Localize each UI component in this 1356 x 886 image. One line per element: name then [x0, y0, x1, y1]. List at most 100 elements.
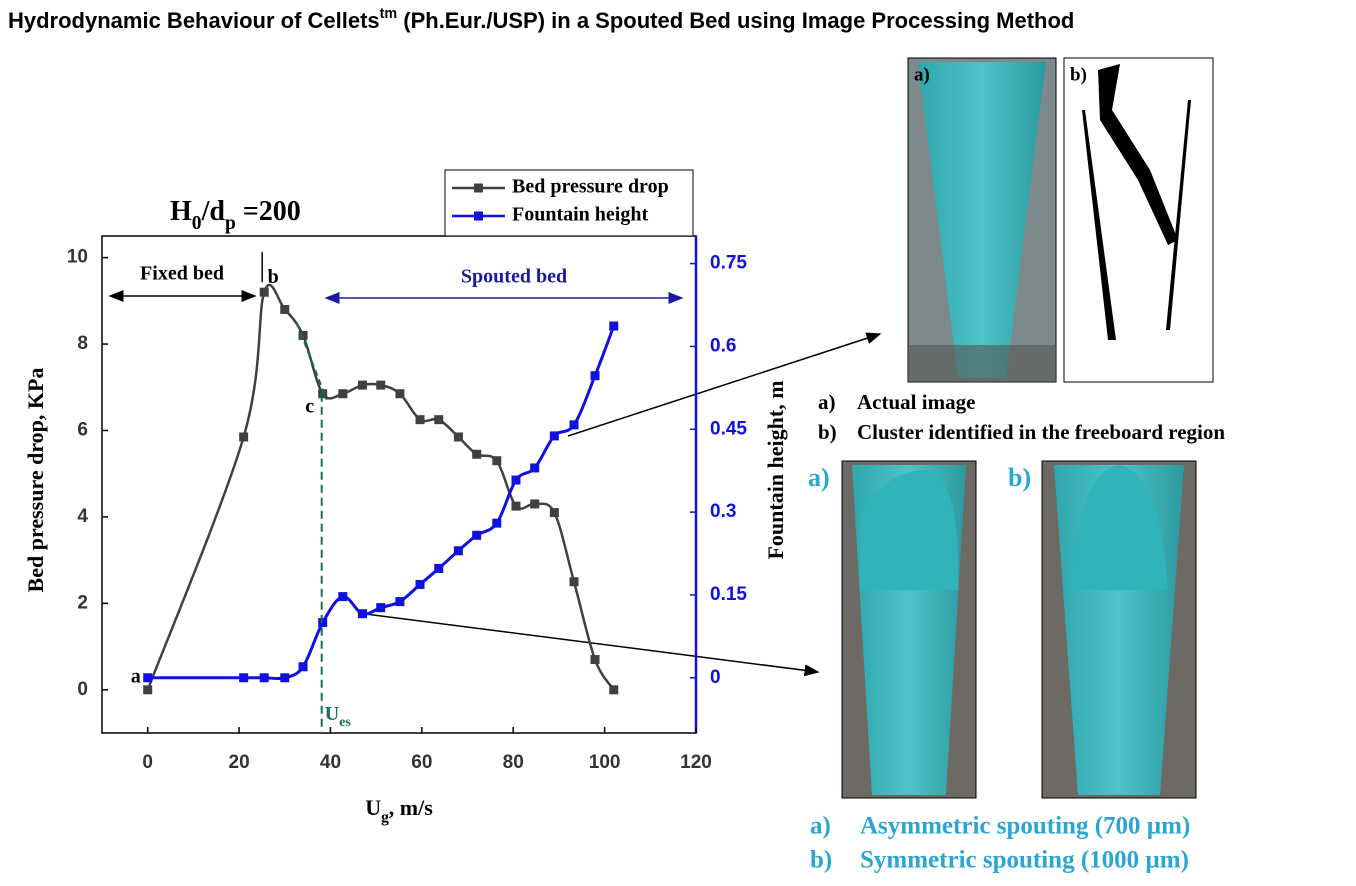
y-axis-label: Bed pressure drop, KPa	[23, 368, 48, 593]
text-part: , m/s	[389, 795, 433, 820]
y2-tick-label: 0.75	[710, 253, 747, 274]
caption-text: Cluster identified in the freeboard regi…	[857, 420, 1225, 444]
data-point	[569, 577, 579, 587]
data-point	[280, 673, 290, 683]
y2-tick-label: 0.3	[710, 501, 736, 522]
data-point	[609, 685, 619, 695]
data-point	[549, 508, 559, 518]
title: Hydrodynamic Behaviour of Celletstm (Ph.…	[8, 6, 1074, 33]
caption-letter: a)	[810, 813, 831, 840]
text-part: es	[339, 715, 351, 730]
data-point	[590, 655, 600, 665]
text-part: tm	[380, 6, 397, 22]
x-tick-label: 0	[142, 752, 153, 773]
plot-frame	[101, 235, 697, 734]
y2-tick-label: 0.45	[710, 418, 747, 439]
data-point	[298, 330, 308, 340]
data-point	[492, 456, 502, 466]
data-point	[239, 432, 249, 442]
data-point	[338, 592, 348, 602]
legend-label: Fountain height	[512, 204, 648, 226]
data-point	[280, 304, 290, 314]
photo-asymmetric	[841, 460, 977, 799]
data-point	[259, 673, 269, 683]
data-point	[415, 415, 425, 425]
callout-arrow	[567, 332, 882, 437]
data-point	[357, 609, 367, 619]
text-part: 0	[192, 213, 202, 234]
fixed-bed-label: Fixed bed	[140, 263, 224, 285]
x-tick-label: 40	[320, 752, 341, 773]
legend-marker	[474, 211, 483, 221]
legend-label: Bed pressure drop	[512, 176, 669, 198]
x-tick-label: 20	[229, 752, 250, 773]
text-part: /d	[201, 196, 226, 227]
series-line	[147, 325, 616, 681]
caption-letter: b)	[818, 420, 837, 444]
data-point	[511, 475, 521, 485]
caption-letter: b)	[810, 847, 832, 874]
data-point	[590, 371, 600, 381]
x-tick-label: 120	[680, 752, 712, 773]
data-point	[434, 563, 444, 573]
callout-arrow	[357, 612, 820, 677]
x-tick-label: 60	[411, 752, 432, 773]
data-point	[492, 518, 502, 528]
text-part: H	[170, 196, 192, 227]
y-tick-label: 4	[77, 506, 88, 527]
data-point	[376, 380, 386, 390]
data-point	[569, 420, 579, 430]
y-tick-label: 6	[77, 419, 88, 440]
point-label: b	[268, 266, 279, 288]
text-part: g	[381, 809, 389, 826]
point-label: c	[305, 395, 314, 417]
x-tick-label: 100	[589, 752, 621, 773]
data-point	[511, 501, 521, 511]
spouted-bed-label: Spouted bed	[461, 266, 567, 288]
data-point	[298, 662, 308, 672]
data-point	[472, 530, 482, 540]
photo-label: b)	[1008, 463, 1031, 492]
data-point	[395, 389, 405, 399]
data-point	[549, 431, 559, 441]
text-part: U	[365, 795, 381, 820]
legend-marker	[474, 183, 483, 193]
ues-label: Ues	[325, 703, 352, 730]
photo-label: b)	[1070, 64, 1087, 85]
data-point	[239, 673, 249, 683]
photo-actual	[907, 57, 1057, 383]
text-part: U	[325, 703, 339, 725]
data-point	[530, 499, 540, 509]
y-tick-label: 8	[77, 333, 88, 354]
y2-tick-label: 0.6	[710, 335, 736, 356]
point-label: a	[131, 665, 141, 687]
data-point	[472, 449, 482, 459]
data-point	[259, 287, 269, 297]
text-part: p	[225, 213, 236, 234]
text-part: (Ph.Eur./USP) in a Spouted Bed using Ima…	[397, 8, 1074, 33]
y-tick-label: 10	[67, 247, 88, 268]
photo-label: a)	[914, 64, 930, 85]
data-point	[357, 380, 367, 390]
data-point	[415, 579, 425, 589]
x-tick-label: 80	[503, 752, 524, 773]
text-part: Hydrodynamic Behaviour of Cellets	[8, 8, 380, 33]
data-point	[338, 389, 348, 399]
data-point	[143, 685, 153, 695]
data-point	[609, 321, 619, 331]
text-part: =200	[236, 196, 301, 227]
data-point	[530, 463, 540, 473]
data-point	[434, 415, 444, 425]
photo-cluster	[1063, 57, 1214, 383]
data-point	[395, 597, 405, 607]
data-point	[376, 603, 386, 613]
data-point	[453, 432, 463, 442]
y2-tick-label: 0.15	[710, 584, 747, 605]
data-point	[453, 546, 463, 556]
series-line	[146, 283, 615, 691]
y-tick-label: 2	[77, 592, 88, 613]
y2-tick-label: 0	[710, 667, 721, 688]
ratio-label: H0/dp =200	[170, 196, 301, 234]
y2-axis-label: Fountain height, m	[763, 380, 788, 559]
